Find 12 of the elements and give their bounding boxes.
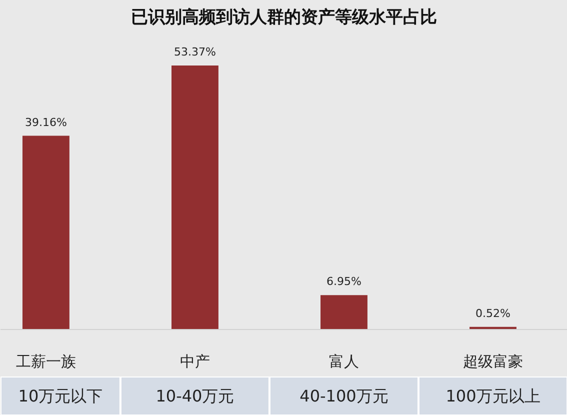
chart-title: 已识别高频到访人群的资产等级水平占比 — [131, 8, 437, 28]
category-label: 超级富豪 100万元以上 — [446, 352, 540, 406]
data-label: 0.52% — [476, 306, 510, 320]
data-label: 6.95% — [326, 275, 362, 288]
bar — [22, 136, 70, 330]
category-label: 工薪一族 10万元以下 — [16, 352, 103, 406]
category-label: 中产 10-40万元 — [156, 352, 234, 406]
bar — [320, 295, 368, 330]
bar — [171, 66, 218, 330]
data-label: 39.16% — [24, 116, 67, 129]
category-label: 富人 40-100万元 — [300, 352, 388, 406]
data-label: 53.37% — [174, 46, 216, 58]
